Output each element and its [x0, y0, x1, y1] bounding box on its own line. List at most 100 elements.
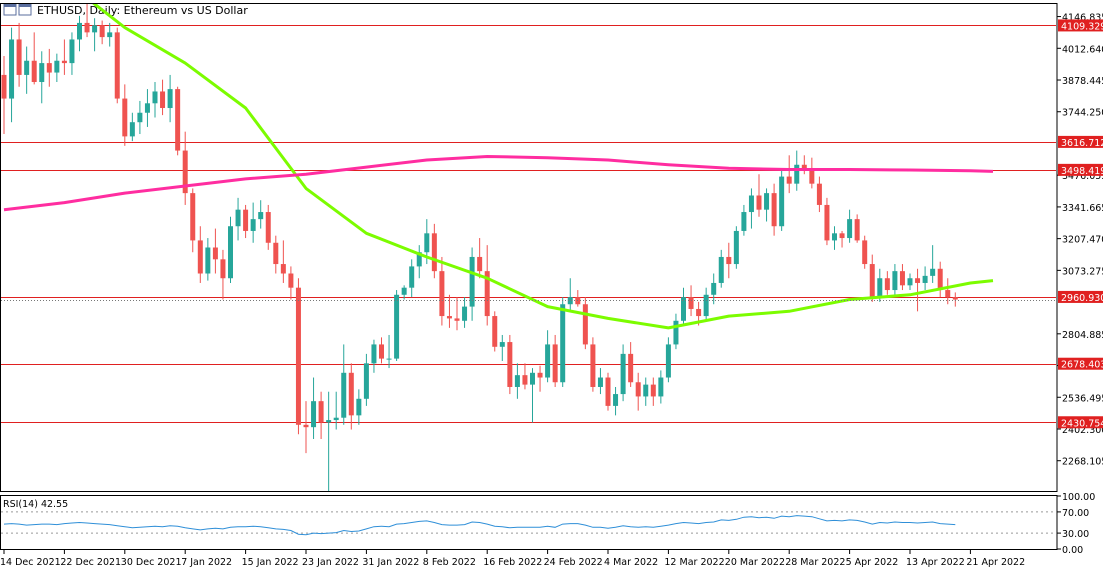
candle-bull: [923, 276, 928, 283]
candle-bull: [643, 385, 648, 397]
candle-bull: [258, 212, 263, 219]
candle-bull: [77, 23, 82, 40]
candle-bear: [2, 75, 7, 99]
y-tick-label: 4012.640: [1062, 44, 1103, 55]
candle-bull: [24, 61, 29, 75]
x-tick-label: 7 Jan 2022: [181, 557, 232, 568]
candle-bear: [447, 316, 452, 318]
candle-bear: [757, 195, 762, 209]
candle-bull: [92, 25, 97, 32]
x-tick-label: 31 Jan 2022: [362, 557, 419, 568]
candle-bull: [326, 420, 331, 422]
candle-bull: [704, 295, 709, 316]
candle-bear: [772, 193, 777, 226]
candle-bear: [492, 316, 497, 347]
candle-bear: [17, 39, 22, 74]
candle-bear: [583, 304, 588, 344]
candle-bear: [885, 278, 890, 290]
candle-bear: [726, 257, 731, 264]
rsi-y-tick-label: 70.00: [1062, 508, 1089, 519]
y-tick-label: 3073.275: [1062, 266, 1103, 277]
candle-bear: [455, 318, 460, 320]
candle-bull: [779, 177, 784, 227]
candle-bull: [734, 231, 739, 264]
candle-bull: [424, 233, 429, 252]
candle-bear: [696, 309, 701, 316]
candle-bull: [236, 210, 241, 227]
candle-bull: [462, 307, 467, 321]
candle-bull: [621, 354, 626, 394]
candle-bull: [341, 373, 346, 418]
candle-bear: [840, 233, 845, 238]
candle-bull: [311, 401, 316, 427]
candle-bull: [9, 39, 14, 98]
y-tick-label: 3341.665: [1062, 203, 1103, 214]
x-tick-label: 21 Apr 2022: [966, 557, 1025, 568]
candle-bear: [915, 278, 920, 283]
candle-bear: [85, 23, 90, 32]
level-label: 2678.403: [1061, 360, 1103, 371]
level-label: 3498.419: [1061, 166, 1103, 177]
y-tick-label: 2536.495: [1062, 393, 1103, 404]
x-tick-label: 22 Dec 2021: [60, 557, 121, 568]
candle-bull: [394, 295, 399, 359]
chart-header: ETHUSD, Daily: Ethereum vs US Dollar: [4, 4, 248, 17]
candle-bear: [122, 99, 127, 137]
candle-bear: [266, 212, 271, 243]
y-tick-label: 3744.250: [1062, 108, 1103, 119]
candle-bear: [953, 297, 958, 299]
x-tick-label: 4 Mar 2022: [604, 557, 658, 568]
candle-bull: [500, 342, 505, 347]
candle-bull: [153, 91, 158, 103]
candle-bear: [243, 210, 248, 231]
candle-bull: [847, 219, 852, 238]
rsi-y-tick-label: 30.00: [1062, 529, 1089, 540]
candle-bear: [198, 240, 203, 273]
level-label: 2960.930: [1061, 293, 1103, 304]
candle-bull: [673, 321, 678, 345]
candle-bear: [304, 425, 309, 427]
rsi-y-tick-label: 0.00: [1062, 545, 1083, 556]
candle-bear: [787, 177, 792, 184]
candle-bear: [945, 290, 950, 297]
candle-bull: [107, 32, 112, 37]
candle-bull: [409, 266, 414, 287]
candle-bull: [69, 39, 74, 63]
candle-bull: [794, 165, 799, 184]
candle-bull: [930, 269, 935, 276]
x-tick-label: 20 Mar 2022: [725, 557, 785, 568]
candle-bear: [817, 184, 822, 205]
candle-bull: [530, 373, 535, 385]
candle-bull: [741, 212, 746, 231]
candle-bear: [870, 264, 875, 297]
x-tick-label: 16 Feb 2022: [483, 557, 542, 568]
candle-bear: [160, 91, 165, 108]
candle-bull: [545, 344, 550, 377]
candle-bull: [711, 283, 716, 295]
level-label: 2430.754: [1061, 418, 1103, 429]
level-label: 3616.712: [1061, 138, 1103, 149]
y-tick-label: 3207.470: [1062, 235, 1103, 246]
candle-bear: [855, 219, 860, 240]
candle-bull: [402, 288, 407, 295]
candle-bull: [892, 271, 897, 290]
candle-bear: [606, 378, 611, 406]
candle-bull: [145, 103, 150, 112]
candle-bull: [205, 248, 210, 274]
candle-bear: [100, 25, 105, 37]
x-tick-label: 28 Mar 2022: [785, 557, 845, 568]
candle-bear: [379, 344, 384, 358]
candle-bear: [62, 61, 67, 63]
x-tick-label: 13 Apr 2022: [906, 557, 965, 568]
candle-bear: [281, 264, 286, 273]
candle-bear: [288, 274, 293, 288]
candle-bull: [470, 257, 475, 307]
candle-bull: [364, 363, 369, 398]
candle-bear: [175, 89, 180, 150]
candle-bull: [387, 359, 392, 360]
candle-bull: [251, 219, 256, 231]
candle-bear: [553, 344, 558, 382]
candle-bear: [273, 243, 278, 264]
candle-bear: [809, 169, 814, 183]
